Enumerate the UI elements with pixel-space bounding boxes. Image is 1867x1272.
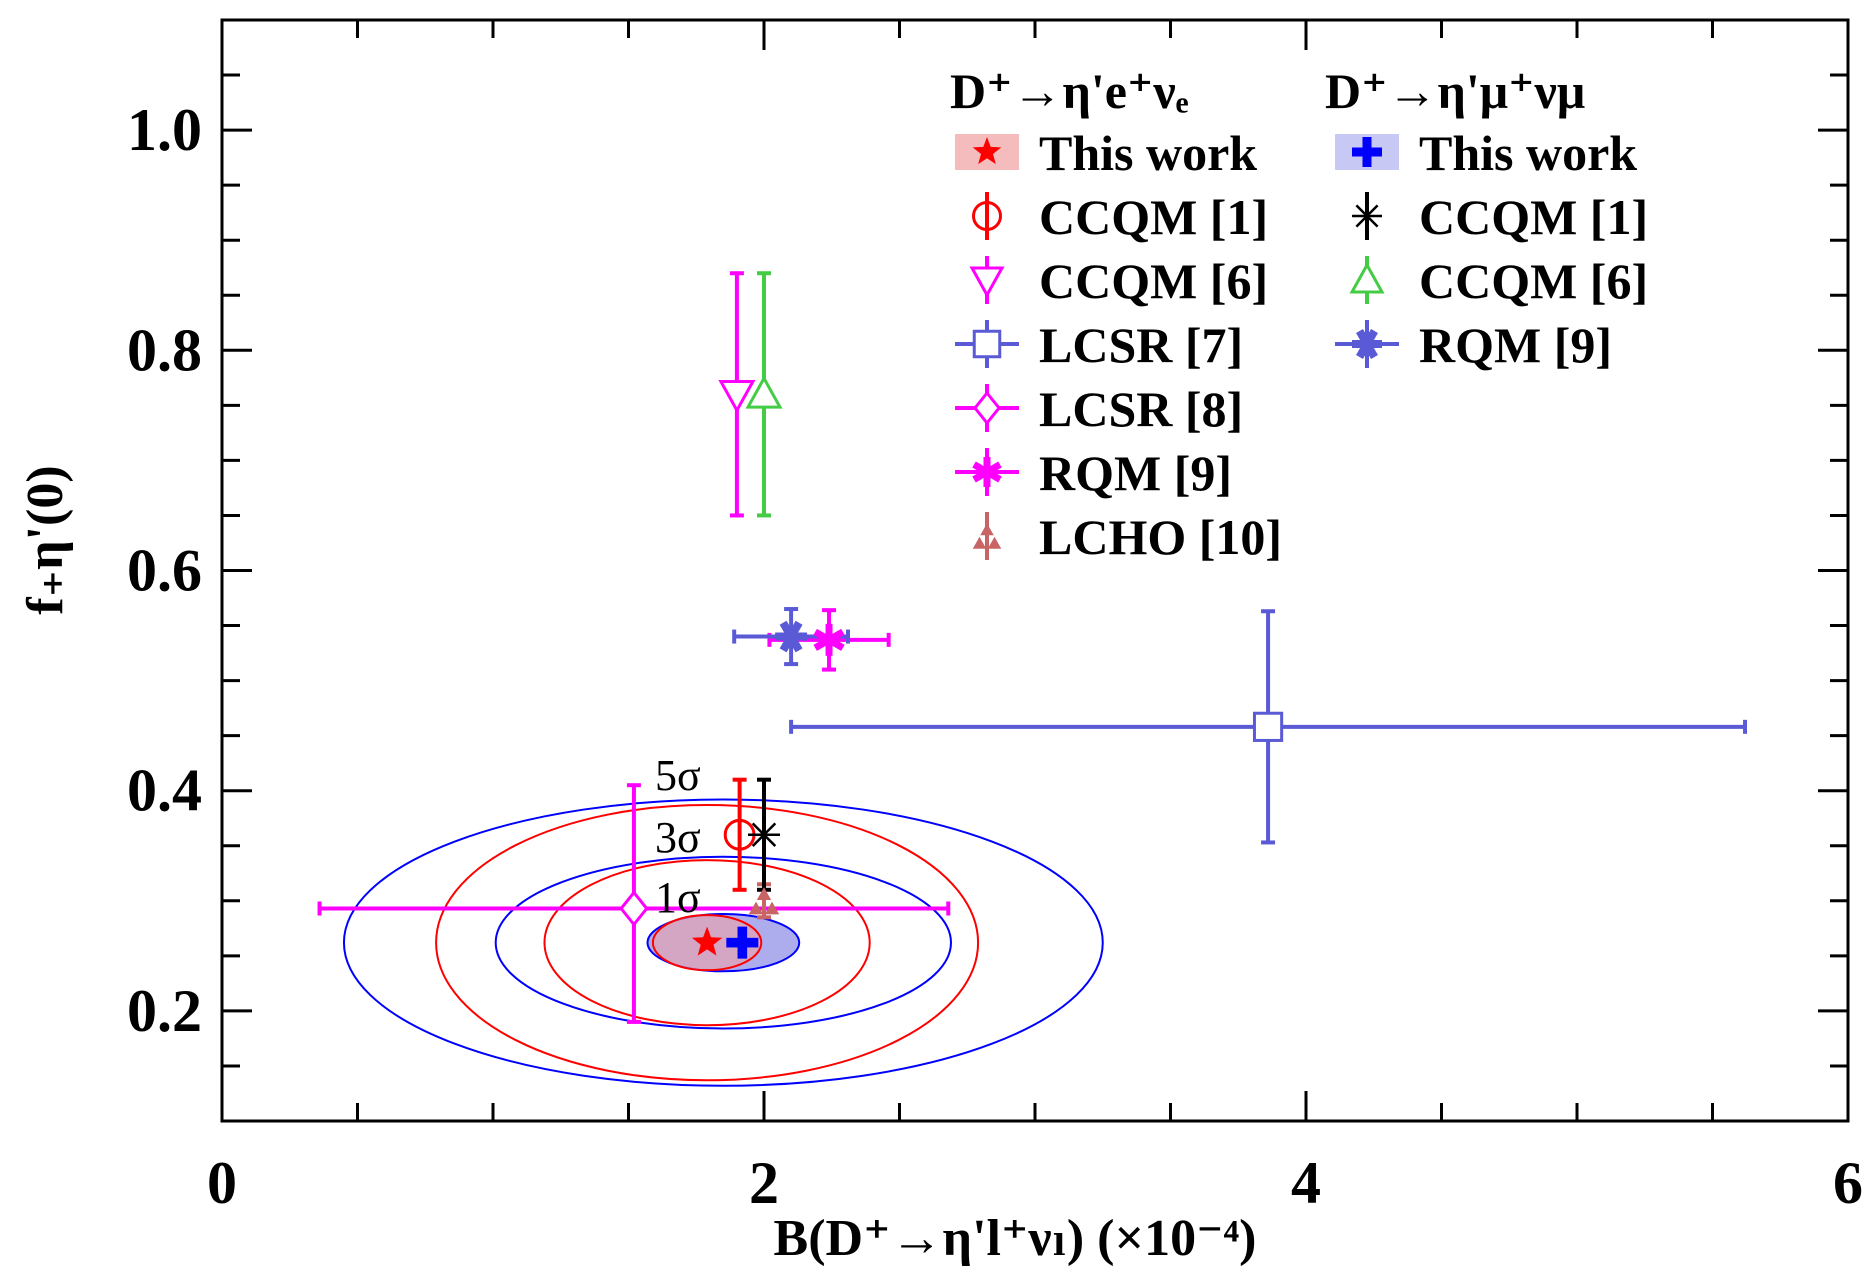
d-ccqm-1-marker-arm: [751, 822, 777, 847]
legend-electron-ccqm-6-label: CCQM [6]: [1039, 253, 1268, 309]
legend-electron-rqm-9-label: RQM [9]: [1039, 445, 1232, 501]
y-tick-label: 0.8: [127, 317, 202, 383]
d-ccqm-1-marker: [748, 818, 780, 851]
y-tick-label: 0.2: [127, 978, 202, 1044]
x-tick-label: 4: [1291, 1150, 1321, 1216]
legend-electron-lcsr-7-symbol: [972, 329, 1002, 359]
x-tick-label: 2: [749, 1150, 779, 1216]
plot-axes: [220, 18, 1850, 1123]
y-axis-title: f₊η'(0): [17, 465, 74, 614]
legend-muon-rqm-9-symbol-arm: [1356, 329, 1378, 359]
d-this-work-marker-bar-v: [737, 926, 748, 959]
contour-label-1: 5σ: [655, 751, 701, 800]
legend-electron-lcho-10-symbol-left: [972, 536, 987, 549]
d-e-lcsr-7-marker-shape: [1252, 711, 1284, 742]
d-e-lcsr-8-marker: [619, 890, 649, 927]
x-axis-title: B(D⁺→η'l⁺νₗ) (×10⁻⁴): [774, 1210, 1257, 1267]
contour-electron-3: [543, 859, 871, 1027]
legend-electron-this-work-label: This work: [1039, 125, 1257, 181]
y-tick-label: 0.4: [127, 758, 202, 824]
d-ccqm-6-marker-shape: [745, 375, 783, 409]
legend-muon-rqm-9-symbol: [1352, 329, 1382, 359]
plot-frame: [220, 18, 1850, 1123]
contour-labels: 5σ 3σ 1σ: [655, 751, 701, 922]
legend-electron-lcho-10-label: LCHO [10]: [1039, 509, 1282, 565]
legend-electron-ccqm-6-symbol-shape: [969, 266, 1005, 299]
legend-muon-this-work-symbol-bar-v: [1362, 137, 1372, 167]
legend: D⁺→η'e⁺νₑ D⁺→η'μ⁺νμ This work CCQM [1] CCQM …: [950, 63, 1648, 565]
legend-electron-lcsr-7-symbol-shape: [972, 329, 1002, 359]
legend-electron-this-work-symbol-shape: [972, 137, 1002, 165]
legend-electron-lcsr-8-symbol: [973, 390, 1001, 426]
legend-electron-lcho-10-symbol: [972, 523, 1002, 549]
d-e-ccqm-6-marker-shape: [718, 380, 756, 414]
contour-muon-3: [494, 855, 952, 1030]
error-bars: [317, 271, 1748, 1024]
legend-electron-this-work-symbol: [972, 137, 1002, 165]
x-tick-label: 6: [1833, 1150, 1863, 1216]
d-e-rqm-9-marker-arm: [813, 628, 845, 651]
legend-muon-this-work-label: This work: [1419, 125, 1637, 181]
d-e-lcho-10-marker-left: [748, 901, 764, 915]
contour-label-3: 1σ: [655, 873, 701, 922]
legend-electron-ccqm-1-label: CCQM [1]: [1039, 189, 1268, 245]
legend-electron-rqm-9-symbol-arm: [972, 461, 1002, 483]
contour-label-2: 3σ: [655, 813, 701, 862]
legend-electron-lcsr-8-symbol-shape: [973, 390, 1001, 426]
legend-header-electron: D⁺→η'e⁺νₑ: [950, 63, 1189, 119]
d-e-lcsr-7-marker: [1252, 711, 1284, 742]
d-e-ccqm-6-marker: [718, 380, 756, 414]
contour-electron-5: [435, 804, 980, 1082]
d-rqm-9-marker: [775, 620, 808, 653]
d-this-work-marker: [726, 926, 759, 959]
legend-muon-ccqm-1-label: CCQM [1]: [1419, 189, 1648, 245]
d-e-this-work-marker-shape: [691, 926, 723, 956]
legend-electron-ccqm-1-symbol: [972, 201, 1002, 231]
data-markers: [619, 375, 1284, 959]
legend-electron-rqm-9-symbol: [972, 457, 1002, 487]
legend-electron-lcho-10-symbol-right: [987, 536, 1002, 549]
x-tick-label: 0: [207, 1150, 237, 1216]
y-tick-label: 1.0: [127, 97, 202, 163]
d-e-this-work-marker: [691, 926, 723, 956]
legend-muon-ccqm-1-symbol: [1352, 201, 1382, 231]
legend-header-muon: D⁺→η'μ⁺νμ: [1325, 63, 1585, 119]
d-e-lcho-10-marker: [748, 887, 780, 915]
legend-muon-ccqm-6-label: CCQM [6]: [1419, 253, 1648, 309]
y-tick-label: 0.6: [127, 538, 202, 604]
d-e-lcho-10-marker-right: [764, 901, 780, 915]
legend-electron-lcsr-7-label: LCSR [7]: [1039, 317, 1243, 373]
d-rqm-9-marker-arm: [779, 620, 803, 653]
legend-electron-lcho-10-symbol-top: [980, 523, 994, 536]
legend-electron-ccqm-1-symbol-shape: [972, 201, 1002, 231]
legend-muon-this-work-symbol: [1352, 137, 1382, 167]
legend-muon-ccqm-1-symbol-arm: [1355, 204, 1379, 228]
d-e-rqm-9-marker: [813, 623, 845, 656]
legend-muon-rqm-9-label: RQM [9]: [1419, 317, 1612, 373]
d-ccqm-6-marker: [745, 375, 783, 409]
d-e-lcsr-8-marker-shape: [619, 890, 649, 927]
d-e-lcho-10-marker-top: [756, 887, 772, 900]
axis-ticks: 0 2 4 6 0.2 0.4 0.6 0.8 1.0: [127, 20, 1863, 1216]
confidence-contours: [342, 798, 1104, 1087]
legend-muon-ccqm-6-symbol-shape: [1349, 261, 1385, 294]
legend-electron-lcsr-8-label: LCSR [8]: [1039, 381, 1243, 437]
legend-electron-ccqm-6-symbol: [969, 266, 1005, 299]
contour-muon-5: [342, 798, 1104, 1087]
legend-muon-ccqm-6-symbol: [1349, 261, 1385, 294]
